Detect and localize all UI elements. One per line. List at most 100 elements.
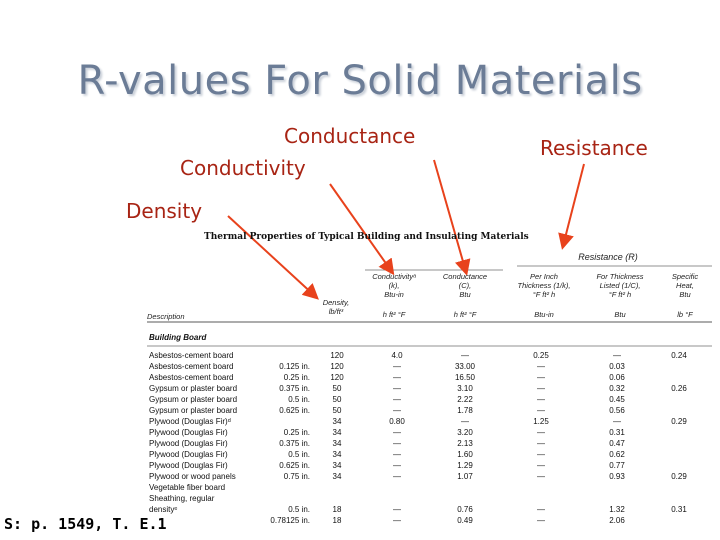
per-inch-resistance-cell: —: [537, 395, 545, 404]
listed-resistance-cell: 0.62: [609, 450, 625, 459]
density-arrow: [227, 215, 319, 300]
density-cell: 34: [332, 428, 342, 437]
conductance-cell: —: [461, 351, 469, 360]
description-cell: Gypsum or plaster board: [149, 395, 238, 404]
per-inch-unit-header: Btu-in: [534, 310, 554, 319]
conductivity-cell: —: [393, 461, 401, 470]
description-cell: densityᵉ: [149, 505, 178, 514]
specific-heat-cell: 0.31: [671, 505, 687, 514]
thickness-cell: 0.125 in.: [279, 362, 310, 371]
conductivity-cell: —: [393, 373, 401, 382]
thickness-cell: 0.25 in.: [283, 428, 310, 437]
conductivity-cell: —: [393, 362, 401, 371]
listed-thickness-unit-header: Btu: [614, 310, 626, 319]
conductance-cell: 2.22: [457, 395, 473, 404]
thickness-cell: 0.78125 in.: [270, 516, 310, 525]
specific-heat-cell: 0.26: [671, 384, 687, 393]
thickness-cell: 0.375 in.: [279, 439, 310, 448]
per-inch-resistance-cell: —: [537, 439, 545, 448]
listed-resistance-cell: 0.06: [609, 373, 625, 382]
per-inch-resistance-cell: 1.25: [533, 417, 549, 426]
conductance-cell: 1.29: [457, 461, 473, 470]
conductivity-cell: —: [393, 450, 401, 459]
conductivity-unit-header: h ft² °F: [382, 310, 406, 319]
listed-resistance-cell: 1.32: [609, 505, 625, 514]
conductance-cell: 3.20: [457, 428, 473, 437]
listed-resistance-cell: 2.06: [609, 516, 625, 525]
specific-heat-header: Specific Heat, Btu: [671, 272, 699, 299]
listed-resistance-cell: 0.56: [609, 406, 625, 415]
density-cell: 34: [332, 472, 342, 481]
resistance-arrow: [558, 163, 585, 250]
conductivity-cell: 0.80: [389, 417, 405, 426]
thickness-cell: 0.5 in.: [288, 395, 310, 404]
conductance-cell: 3.10: [457, 384, 473, 393]
conductance-label: Conductance: [284, 124, 416, 148]
per-inch-resistance-cell: —: [537, 472, 545, 481]
listed-resistance-cell: 0.77: [609, 461, 625, 470]
listed-resistance-cell: 0.32: [609, 384, 625, 393]
per-inch-resistance-cell: —: [537, 428, 545, 437]
conductance-cell: 33.00: [454, 362, 476, 371]
density-cell: 34: [332, 450, 342, 459]
per-inch-resistance-cell: —: [537, 516, 545, 525]
conductance-cell: —: [461, 417, 469, 426]
thickness-cell: 0.625 in.: [279, 406, 310, 415]
thickness-cell: 0.5 in.: [288, 505, 310, 514]
conductance-cell: 16.50: [454, 373, 476, 382]
per-inch-resistance-cell: 0.25: [533, 351, 549, 360]
listed-resistance-cell: 0.93: [609, 472, 625, 481]
density-cell: 34: [332, 461, 342, 470]
conductivity-cell: —: [393, 516, 401, 525]
description-cell: Asbestos-cement board: [149, 351, 234, 360]
density-cell: 34: [332, 439, 342, 448]
per-inch-resistance-cell: —: [537, 450, 545, 459]
conductance-cell: 0.76: [457, 505, 473, 514]
description-cell: Plywood (Douglas Fir): [149, 461, 228, 470]
density-cell: 34: [332, 417, 342, 426]
conductivity-header: Conductivityᵃ (k), Btu-in: [372, 272, 416, 299]
per-inch-resistance-cell: —: [537, 461, 545, 470]
listed-resistance-cell: —: [613, 351, 621, 360]
description-cell: Vegetable fiber board: [149, 483, 226, 492]
conductivity-cell: —: [393, 472, 401, 481]
description-cell: Gypsum or plaster board: [149, 406, 238, 415]
thickness-cell: 0.625 in.: [279, 461, 310, 470]
conductance-cell: 1.60: [457, 450, 473, 459]
specific-heat-cell: 0.29: [671, 472, 687, 481]
description-cell: Gypsum or plaster board: [149, 384, 238, 393]
specific-heat-unit-header: lb °F: [677, 310, 693, 319]
per-inch-resistance-cell: —: [537, 362, 545, 371]
source-note: S: p. 1549, T. E.1: [4, 515, 167, 533]
conductance-cell: 1.78: [457, 406, 473, 415]
specific-heat-cell: 0.24: [671, 351, 687, 360]
conductance-unit-header: h ft² °F: [453, 310, 477, 319]
density-label: Density: [126, 199, 203, 223]
thickness-cell: 0.375 in.: [279, 384, 310, 393]
specific-heat-cell: 0.29: [671, 417, 687, 426]
description-cell: Plywood or wood panels: [149, 472, 236, 481]
per-inch-resistance-cell: —: [537, 406, 545, 415]
table-caption: Thermal Properties of Typical Building a…: [204, 232, 529, 242]
per-inch-resistance-cell: —: [537, 373, 545, 382]
listed-resistance-cell: 0.47: [609, 439, 625, 448]
conductivity-arrow: [329, 183, 395, 276]
conductance-cell: 1.07: [457, 472, 473, 481]
conductivity-cell: —: [393, 439, 401, 448]
density-cell: 120: [330, 373, 344, 382]
conductivity-cell: —: [393, 395, 401, 404]
section-label: Building Board: [149, 333, 207, 342]
description-cell: Plywood (Douglas Fir): [149, 450, 228, 459]
conductance-cell: 0.49: [457, 516, 473, 525]
conductance-arrow: [433, 159, 471, 276]
listed-resistance-cell: 0.31: [609, 428, 625, 437]
conductivity-label: Conductivity: [180, 156, 306, 180]
description-cell: Sheathing, regular: [149, 494, 215, 503]
conductivity-cell: —: [393, 384, 401, 393]
density-cell: 18: [332, 516, 342, 525]
density-cell: 50: [332, 406, 342, 415]
thickness-cell: 0.5 in.: [288, 450, 310, 459]
density-cell: 50: [332, 395, 342, 404]
density-cell: 120: [330, 351, 344, 360]
